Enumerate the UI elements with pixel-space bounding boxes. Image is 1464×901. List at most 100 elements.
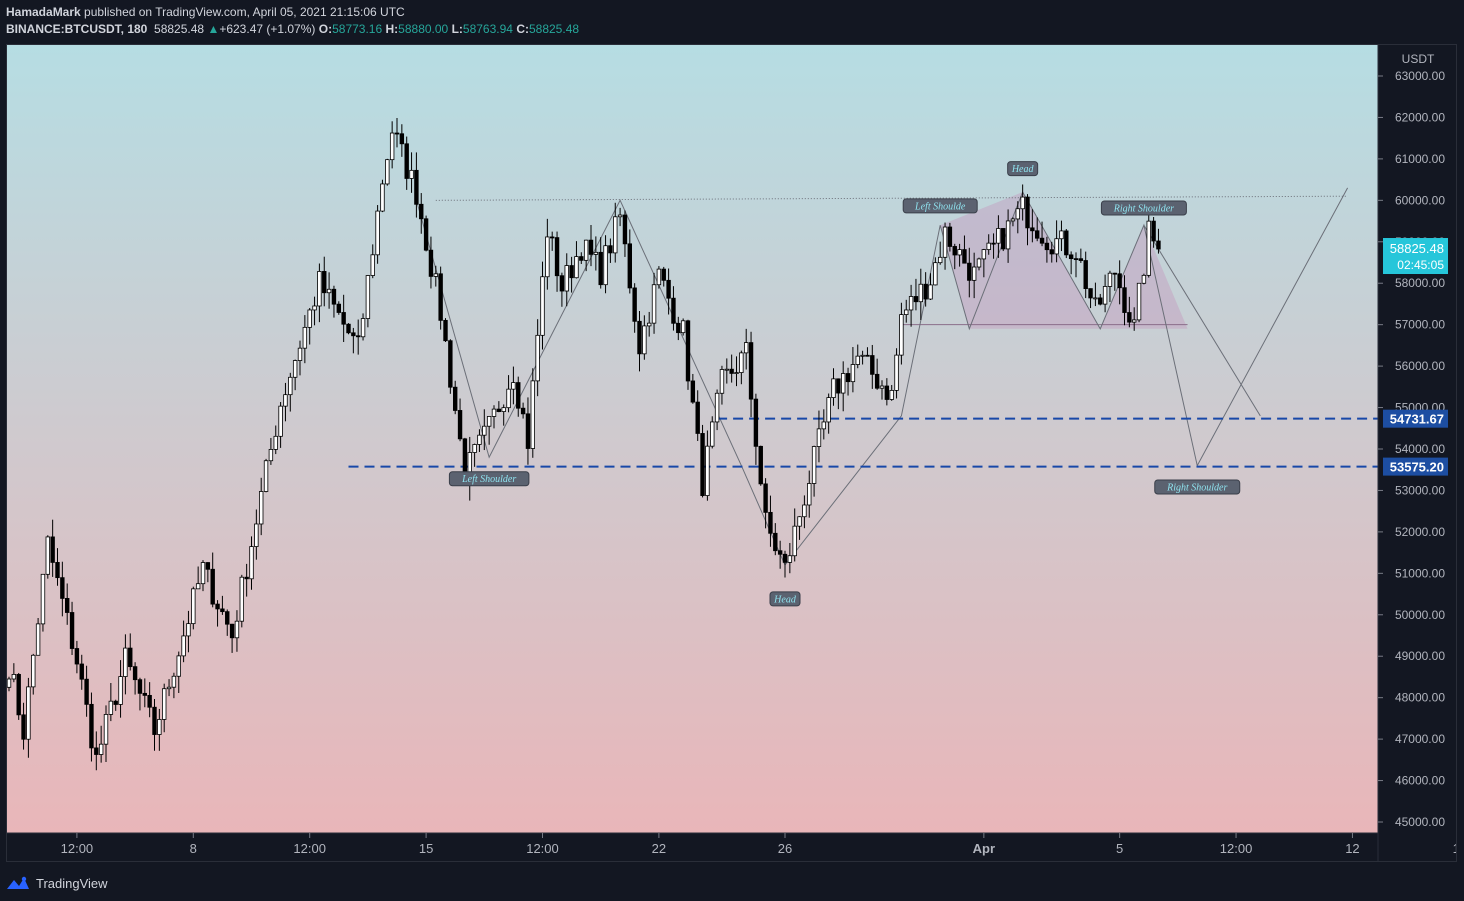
candle-up [724,368,729,371]
candle-down [423,218,429,251]
pattern-label: Left Shoulde [914,201,966,212]
candle-up [365,275,371,319]
candle-down [598,251,603,286]
candle-up [540,276,545,336]
candle-down [947,226,953,247]
candle-up [501,407,506,412]
candle-up [118,676,123,705]
brand-text: TradingView [36,875,108,891]
candle-up [710,421,715,447]
candle-down [554,237,560,277]
candle-down [763,483,768,513]
candle-up [1020,196,1025,210]
y-tick-label: 46000.00 [1395,774,1445,788]
candle-down [229,623,235,639]
candlestick-chart[interactable]: Left Shoulder Head Left Shoulde Head Right S… [7,45,1457,862]
x-tick-label: 12:00 [1453,841,1457,856]
candle-down [1151,220,1156,242]
candle-up [477,434,482,445]
candle-down [1078,258,1084,261]
candle-up [879,385,885,389]
pattern-label-box [769,591,801,607]
candle-down [21,714,26,740]
chart-frame[interactable]: Left Shoulder Head Left Shoulde Head Right S… [6,44,1457,862]
footer-brand[interactable]: TradingView [6,873,108,893]
price-level-tag [1383,409,1448,428]
candle-up [976,258,982,268]
candle-up [1136,282,1142,321]
tradingview-logo-icon [7,876,29,889]
pattern-label-box [1154,479,1241,495]
candle-up [971,266,977,281]
publisher-line: HamadaMark published on TradingView.com,… [6,5,405,19]
candle-up [1107,272,1113,287]
candle-up [1132,319,1137,323]
candle-down [777,550,783,555]
candle-down [394,132,400,135]
candle-up [26,686,31,740]
candle-up [651,284,657,324]
candle-up [642,325,647,355]
candle-down [952,246,957,256]
close-value: 58825.48 [528,22,580,36]
candle-down [142,692,147,696]
candle-down [84,678,89,705]
candle-down [962,249,967,264]
candle-down [414,169,419,205]
candle-down [690,380,696,403]
candle-up [603,245,608,286]
x-tick-label: 12 [1345,841,1359,856]
candle-up [908,296,914,311]
candle-down [782,553,788,563]
candle-down [210,568,215,605]
candle-up [312,305,317,311]
candle-down [748,342,754,400]
candle-up [656,268,662,286]
candle-up [841,373,846,394]
candle-up [942,226,948,258]
price-axis-unit: USDT [1402,52,1435,66]
candle-up [98,743,104,755]
candle-down [443,319,448,342]
price-tags: 54731.67 53575.20 58825.48 02:45:05 [1383,238,1448,476]
candle-down [69,612,75,649]
pattern-label-box [1100,200,1187,216]
candle-up [307,309,312,328]
candle-down [569,265,574,279]
symbol-label[interactable]: BINANCE:BTCUSDT, 180 [6,22,148,36]
candle-up [254,523,259,547]
candle-down [74,648,80,665]
candle-down [1112,272,1117,275]
candle-up [288,376,293,396]
candle-up [831,378,836,398]
candle-up [933,262,938,286]
price-axis-panel[interactable] [1378,45,1457,862]
candle-up [705,445,710,496]
candle-up [1102,286,1108,305]
candle-up [35,623,41,656]
pattern-label-box [1007,161,1039,177]
candle-up [1146,220,1151,276]
candle-up [482,425,487,436]
candle-down [1073,258,1079,261]
candle-down [700,433,705,496]
y-axis-ticks: 63000.0062000.0061000.0060000.0059000.00… [1378,69,1445,829]
candle-down [913,296,919,303]
pattern-label: Left Shoulder [461,474,516,485]
time-axis-panel[interactable] [7,833,1378,862]
candle-down [1156,240,1161,250]
candle-up [545,236,550,278]
candle-up [409,169,414,179]
candle-up [1141,274,1147,284]
pattern-label-box [902,198,978,214]
candle-up [850,364,856,383]
candle-down [608,245,613,254]
candle-up [263,460,269,492]
x-tick-label: 22 [652,841,666,856]
candle-up [719,369,725,394]
x-tick-label: 8 [190,841,197,856]
y-tick-label: 62000.00 [1395,110,1445,124]
x-tick-label: 26 [778,841,792,856]
author-name[interactable]: HamadaMark [6,5,81,19]
candle-down [132,666,138,681]
